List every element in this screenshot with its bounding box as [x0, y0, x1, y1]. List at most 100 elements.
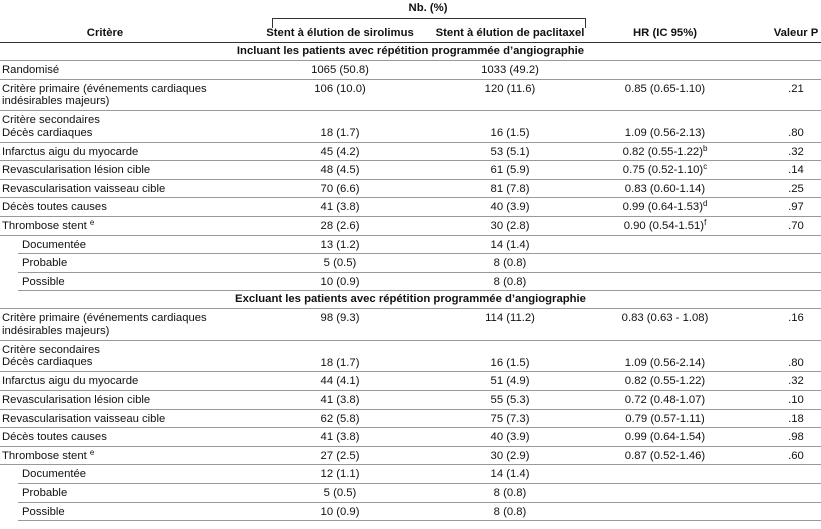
label-line: Critère primaire (événements cardiaques …	[2, 312, 247, 337]
section-title: Excluant les patients avec répétition pr…	[0, 291, 821, 310]
cell-sirolimus: 18 (1.7)	[321, 357, 360, 369]
cell-paclitaxel: 1033 (49.2)	[481, 64, 539, 76]
cell-text: .80	[788, 356, 804, 369]
cell-text: 16 (1.5)	[490, 356, 530, 369]
label-line: Revascularisation lésion cible	[2, 164, 247, 177]
label-text: Décès toutes causes	[2, 431, 107, 444]
cell-sirolimus: 18 (1.7)	[321, 127, 360, 139]
label-line: Probable	[22, 257, 267, 270]
cell-hr: 0.99 (0.64-1.53)d	[622, 200, 708, 214]
cell-paclitaxel: 14 (1.4)	[491, 468, 530, 480]
cell-text: 51 (4.9)	[490, 375, 530, 388]
cell-paclitaxel: 55 (5.3)	[491, 394, 530, 406]
cell-text: 40 (3.9)	[490, 201, 530, 214]
cell-paclitaxel: 81 (7.8)	[491, 183, 530, 195]
cell-text: .32	[788, 145, 804, 158]
table-row: Revascularisation vaisseau cible 62 (5.8)…	[0, 410, 821, 429]
cell-text: 0.99 (0.64-1.53)	[622, 201, 703, 214]
row-label: Documentée	[22, 239, 267, 252]
table-row: Documentée 13 (1.2) 14 (1.4)	[18, 236, 821, 255]
label-text: Décès toutes causes	[2, 201, 107, 214]
row-label: Décès toutes causes	[2, 431, 247, 444]
cell-text: 41 (3.8)	[320, 431, 360, 444]
table-row: Thrombose stent e 28 (2.6) 30 (2.8) 0.90 (0…	[0, 217, 821, 236]
table-row: Décès toutes causes 41 (3.8) 40 (3.9) 0.99 …	[0, 428, 821, 447]
row-label: Randomisé	[2, 64, 247, 77]
cell-text: 1065 (50.8)	[311, 64, 369, 76]
cell-text: 48 (4.5)	[320, 164, 360, 177]
cell-sirolimus: 12 (1.1)	[321, 468, 360, 480]
label-line: Revascularisation lésion cible	[2, 394, 247, 407]
cell-text: 1.09 (0.56-2.14)	[624, 356, 706, 369]
label-line: Thrombose stent e	[2, 448, 247, 463]
cell-text: .97	[788, 201, 804, 214]
row-label: Décès toutes causes	[2, 201, 247, 214]
cell-text: 98 (9.3)	[320, 312, 360, 325]
cell-sirolimus: 41 (3.8)	[321, 431, 360, 443]
cell-sirolimus: 1065 (50.8)	[311, 64, 369, 76]
row-label: Possible	[22, 506, 267, 519]
cell-p: .14	[788, 164, 804, 176]
table-row: Thrombose stent e 27 (2.5) 30 (2.9) 0.87 (0…	[0, 447, 821, 466]
cell-sirolimus: 41 (3.8)	[321, 201, 360, 213]
cell-paclitaxel: 61 (5.9)	[491, 164, 530, 176]
cell-paclitaxel: 53 (5.1)	[491, 146, 530, 158]
label-line: Revascularisation vaisseau cible	[2, 183, 247, 196]
label-text: Probable	[22, 486, 68, 499]
cell-hr: 0.83 (0.63 - 1.08)	[622, 312, 709, 324]
cell-p: .32	[788, 146, 804, 158]
cell-text: 12 (1.1)	[320, 468, 360, 481]
cell-paclitaxel: 120 (11.6)	[485, 83, 536, 95]
cell-p: .80	[788, 357, 804, 369]
label-text: Possible	[22, 505, 65, 518]
label-text: Critère primaire (événements cardiaques …	[2, 82, 207, 108]
group-bracket	[272, 18, 586, 28]
label-line: Documentée	[22, 239, 267, 252]
cell-text: 14 (1.4)	[490, 238, 530, 251]
table-row: Revascularisation vaisseau cible 70 (6.6)…	[0, 180, 821, 199]
cell-text: 0.83 (0.63 - 1.08)	[621, 312, 709, 325]
row-label: Probable	[22, 257, 267, 270]
row-label: Critère primaire (événements cardiaques …	[2, 312, 247, 337]
cell-text: 18 (1.7)	[320, 356, 360, 369]
footnote-mark: e	[89, 217, 95, 227]
cell-text: .60	[788, 449, 804, 462]
cell-paclitaxel: 30 (2.9)	[491, 450, 530, 462]
row-label: Critère primaire (événements cardiaques …	[2, 83, 247, 108]
label-text: Revascularisation lésion cible	[2, 164, 151, 177]
cell-text: 0.85 (0.65-1.10)	[624, 82, 706, 95]
cell-text: .70	[788, 219, 804, 232]
cell-text: .16	[788, 312, 804, 325]
cell-text: 70 (6.6)	[320, 182, 360, 195]
cell-text: 106 (10.0)	[314, 82, 366, 95]
table-row: Revascularisation lésion cible 48 (4.5) 61…	[0, 161, 821, 180]
cell-text: 30 (2.8)	[490, 219, 530, 232]
cell-sirolimus: 27 (2.5)	[321, 450, 360, 462]
cell-text: .18	[788, 412, 804, 425]
label-text: Infarctus aigu du myocarde	[2, 145, 139, 158]
label-line: Décès toutes causes	[2, 431, 247, 444]
cell-text: 45 (4.2)	[320, 145, 360, 158]
cell-paclitaxel: 16 (1.5)	[491, 127, 530, 139]
label-text: Documentée	[22, 468, 87, 481]
label-text: Randomisé	[2, 64, 60, 76]
table-row: Randomisé 1065 (50.8) 1033 (49.2)	[0, 61, 821, 80]
cell-hr: 0.90 (0.54-1.51)f	[624, 218, 707, 232]
cell-text: 75 (7.3)	[490, 412, 530, 425]
cell-hr: 0.85 (0.65-1.10)	[625, 83, 705, 95]
cell-hr: 0.83 (0.60-1.14)	[625, 183, 705, 195]
table-row: Probable 5 (0.5) 8 (0.8)	[18, 254, 821, 273]
label-line: Infarctus aigu du myocarde	[2, 375, 247, 388]
table-row: Possible 10 (0.9) 8 (0.8)	[18, 503, 821, 522]
cell-sirolimus: 98 (9.3)	[321, 312, 360, 324]
cell-hr: 1.09 (0.56-2.13)	[625, 127, 705, 139]
cell-text: 0.87 (0.52-1.46)	[624, 449, 706, 462]
label-line: Critère primaire (événements cardiaques …	[2, 83, 247, 108]
cell-text: .32	[788, 375, 804, 388]
cell-sirolimus: 28 (2.6)	[321, 220, 360, 232]
column-header: Stent à élution de paclitaxel	[435, 27, 585, 39]
label-text: Revascularisation vaisseau cible	[2, 412, 166, 425]
cell-text: 120 (11.6)	[484, 82, 536, 95]
cell-hr: 0.82 (0.55-1.22)	[625, 375, 705, 387]
cell-sirolimus: 10 (0.9)	[321, 506, 360, 518]
